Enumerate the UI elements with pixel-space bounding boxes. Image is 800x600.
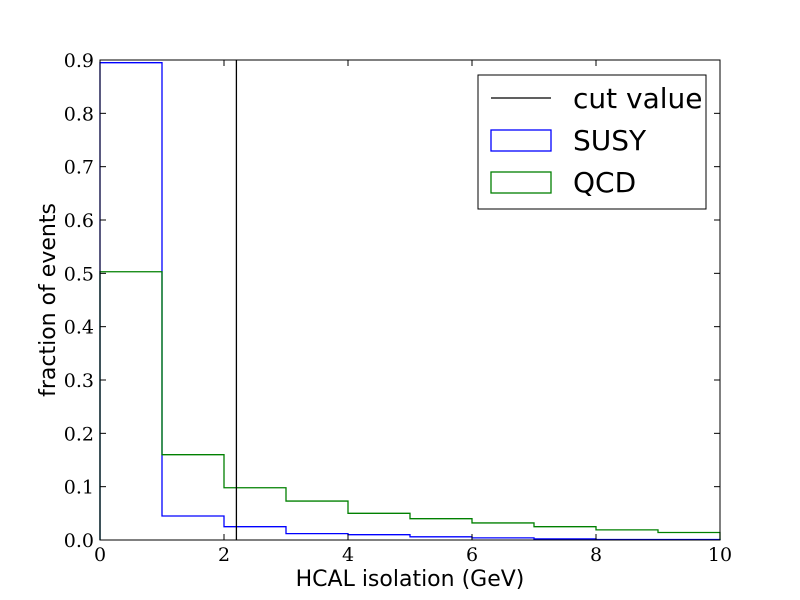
- series-qcd-step-line: [99, 271, 721, 540]
- y-tick-label: 0.9: [64, 50, 94, 72]
- y-tick-label: 0.7: [64, 157, 94, 179]
- plot-frame: [99, 59, 721, 541]
- x-tick-label: 4: [342, 544, 354, 566]
- x-axis-label: HCAL isolation (GeV): [296, 567, 525, 592]
- legend-cut-value-label: cut value: [573, 82, 703, 115]
- y-tick-label: 0.8: [64, 103, 94, 125]
- y-axis-label: fraction of events: [36, 203, 61, 397]
- legend-box: [477, 74, 707, 210]
- x-tick-label: 2: [218, 544, 230, 566]
- x-tick-label: 0: [94, 544, 106, 566]
- legend-susy-label: SUSY: [573, 124, 647, 157]
- legend-susy-swatch: [490, 129, 552, 152]
- y-tick-label: 0.3: [64, 370, 94, 392]
- y-tick-label: 0.4: [64, 317, 94, 339]
- legend-qcd-swatch: [490, 171, 552, 194]
- legend-qcd-label: QCD: [573, 166, 636, 199]
- legend: cut value SUSY QCD: [477, 74, 707, 210]
- x-tick-label: 8: [590, 544, 602, 566]
- y-tick-label: 0.6: [64, 210, 94, 232]
- y-tick-label: 0.1: [64, 477, 94, 499]
- x-tick-label: 10: [708, 544, 732, 566]
- y-tick-label: 0.2: [64, 423, 94, 445]
- y-tick-label: 0.5: [64, 263, 94, 285]
- x-tick-label: 6: [466, 544, 478, 566]
- ticks-layer: 0 2 4 6 8 10 0.0 0.1 0.2 0.3 0.4 0.5 0.6 0.7 0.8 0.9: [64, 50, 732, 566]
- y-tick-label: 0.0: [64, 530, 94, 552]
